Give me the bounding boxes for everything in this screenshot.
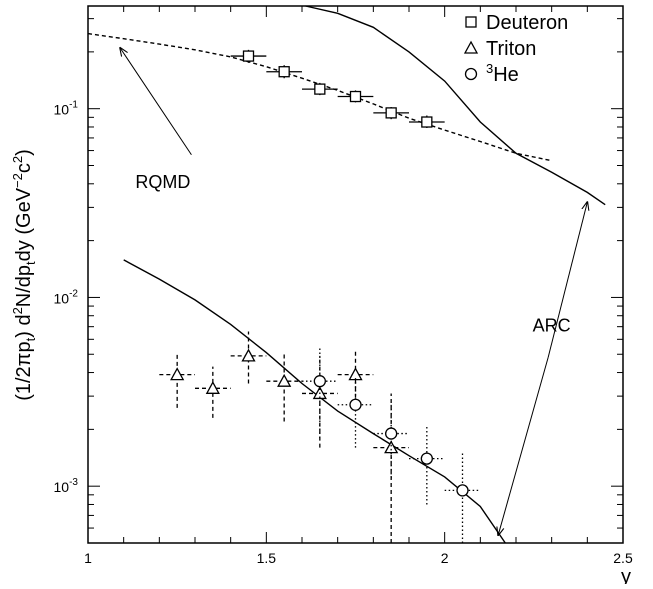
axis-labels: y (1/2πpt) d2N/dptdy (GeV−2c2) <box>10 149 631 588</box>
curve-arc-triton <box>123 259 506 544</box>
y-tick-label: 10-3 <box>54 477 79 495</box>
data-point-square <box>385 107 397 119</box>
annotation-arrow <box>498 357 549 536</box>
data-point-square <box>242 50 255 62</box>
plot-frame <box>87 5 624 544</box>
data-point-circle <box>313 375 326 388</box>
series-triton <box>159 331 409 543</box>
x-tick-label: 1 <box>84 550 92 566</box>
y-tick-label: 10-1 <box>54 100 79 118</box>
series-3he <box>302 347 481 543</box>
data-point-triangle <box>277 373 292 387</box>
curve-arc-deuteron <box>305 5 606 206</box>
x-tick-label: 1.5 <box>257 550 277 566</box>
curve-rqmd <box>87 32 552 162</box>
legend-label: Triton <box>486 38 536 60</box>
legend-marker-triangle <box>463 40 479 54</box>
legend-marker-square <box>465 16 477 28</box>
x-axis-label: y <box>621 566 631 584</box>
axis-ticks: 1 1.5 2 2.5 10-3 10-2 10-1 <box>54 6 633 566</box>
data-point-circle <box>420 452 433 465</box>
x-tick-label: 2.5 <box>613 550 633 566</box>
data-point-circle <box>385 427 398 440</box>
model-curves <box>87 5 606 544</box>
legend-label: Deuteron <box>486 12 568 34</box>
data-point-circle <box>349 398 362 411</box>
annotation-arrow <box>547 202 587 358</box>
data-point-square <box>421 116 433 128</box>
data-point-triangle <box>241 348 256 362</box>
data-point-square <box>278 66 290 78</box>
legend-label: 3He <box>486 61 519 86</box>
annotations: RQMD ARC <box>120 48 587 535</box>
data-points <box>159 49 481 543</box>
data-point-square <box>349 90 362 103</box>
annotation-arrow <box>120 48 192 156</box>
data-point-triangle <box>384 440 399 454</box>
data-point-triangle <box>170 367 185 381</box>
annotation-arc: ARC <box>533 315 571 335</box>
data-point-circle <box>456 484 469 497</box>
series-deuteron <box>230 49 445 129</box>
annotation-rqmd: RQMD <box>135 172 190 192</box>
y-axis-label: (1/2πpt) d2N/dptdy (GeV−2c2) <box>10 149 38 401</box>
x-tick-label: 2 <box>441 550 449 566</box>
data-point-triangle <box>205 380 220 394</box>
y-tick-label: 10-2 <box>54 288 79 306</box>
legend-marker-circle <box>464 67 478 81</box>
data-point-square <box>314 83 326 95</box>
